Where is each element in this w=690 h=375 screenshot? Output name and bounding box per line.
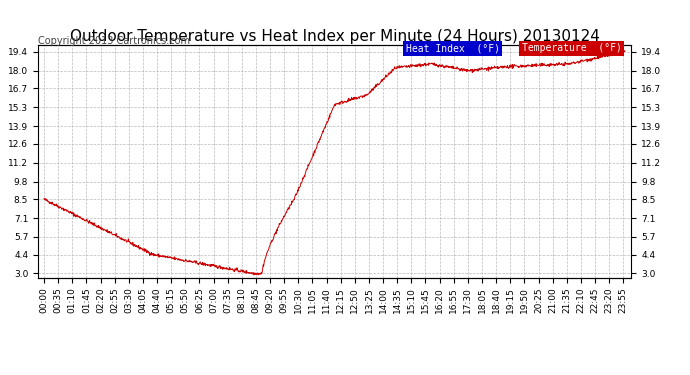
Text: Heat Index  (°F): Heat Index (°F) (406, 43, 500, 53)
Text: Temperature  (°F): Temperature (°F) (522, 43, 622, 53)
Title: Outdoor Temperature vs Heat Index per Minute (24 Hours) 20130124: Outdoor Temperature vs Heat Index per Mi… (70, 29, 600, 44)
Text: Copyright 2013 Cartronics.com: Copyright 2013 Cartronics.com (38, 36, 190, 46)
